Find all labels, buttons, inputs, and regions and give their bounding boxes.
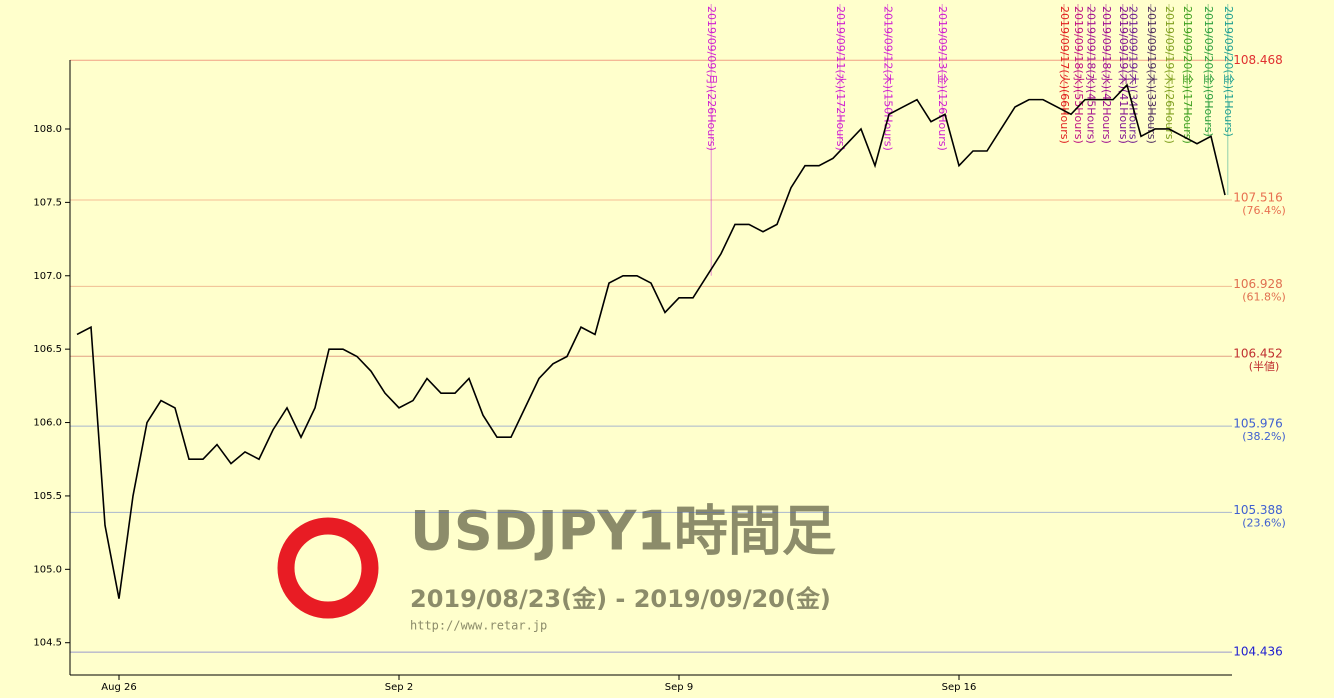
- annotation-text: 2019/09/19(木)(41Hours): [1117, 6, 1130, 144]
- ring-logo: [277, 517, 379, 619]
- y-tick-label: 106.5: [33, 344, 62, 355]
- annotation-text: 2019/09/09(月)(226Hours): [705, 6, 718, 151]
- annotation-text: 2019/09/18(水)(42Hours): [1100, 6, 1113, 144]
- level-label: 106.452: [1233, 347, 1283, 361]
- price-line: [76, 83, 1226, 599]
- level-label: 107.516: [1233, 191, 1283, 205]
- annotation-text: 2019/09/19(木)(34Hours): [1127, 6, 1140, 144]
- annotation-text: 2019/09/13(金)(126Hours): [936, 6, 950, 151]
- level-label: 108.468: [1233, 53, 1283, 67]
- annotation-text: 2019/09/19(木)(33Hours): [1145, 6, 1158, 144]
- y-tick-label: 104.5: [33, 638, 62, 649]
- annotation-text: 2019/09/20(金)(17Hours): [1181, 6, 1195, 144]
- annotation-text: 2019/09/17(火)(66Hours): [1058, 6, 1071, 144]
- annotation-text: 2019/09/20(金)(1Hours): [1222, 6, 1236, 137]
- annotation-text: 2019/09/12(木)(150Hours): [882, 6, 895, 151]
- y-tick-label: 107.5: [33, 197, 62, 208]
- watermark-subtitle: 2019/08/23(金) - 2019/09/20(金): [410, 585, 831, 613]
- annotation-text: 2019/09/18(水)(45Hours): [1085, 6, 1098, 144]
- y-tick-label: 107.0: [33, 271, 62, 282]
- annotation-text: 2019/09/20(金)(9Hours): [1202, 6, 1216, 137]
- y-tick-label: 105.5: [33, 491, 62, 502]
- annotation-text: 2019/09/11(水)(172Hours): [834, 6, 847, 151]
- level-label: 105.976: [1233, 417, 1283, 431]
- level-label: 106.928: [1233, 277, 1283, 291]
- level-note: (38.2%): [1242, 430, 1286, 443]
- x-tick-label: Aug 26: [101, 682, 136, 693]
- watermark-source: http://www.retar.jp: [410, 619, 547, 633]
- y-tick-label: 106.0: [33, 418, 62, 429]
- y-tick-label: 108.0: [33, 124, 62, 135]
- level-label: 104.436: [1233, 645, 1283, 659]
- level-note: (61.8%): [1242, 290, 1286, 303]
- y-tick-label: 105.0: [33, 564, 62, 575]
- level-note: (半値): [1249, 359, 1280, 373]
- annotation-text: 2019/09/18(水)(55Hours): [1072, 6, 1085, 144]
- level-note: (76.4%): [1242, 204, 1286, 217]
- x-tick-label: Sep 2: [385, 682, 413, 693]
- level-note: (23.6%): [1242, 516, 1286, 529]
- annotation-text: 2019/09/19(木)(26Hours): [1163, 6, 1176, 144]
- level-label: 105.388: [1233, 503, 1283, 517]
- x-tick-label: Sep 9: [665, 682, 693, 693]
- watermark-title: USDJPY1時間足: [410, 500, 836, 563]
- x-tick-label: Sep 16: [942, 682, 977, 693]
